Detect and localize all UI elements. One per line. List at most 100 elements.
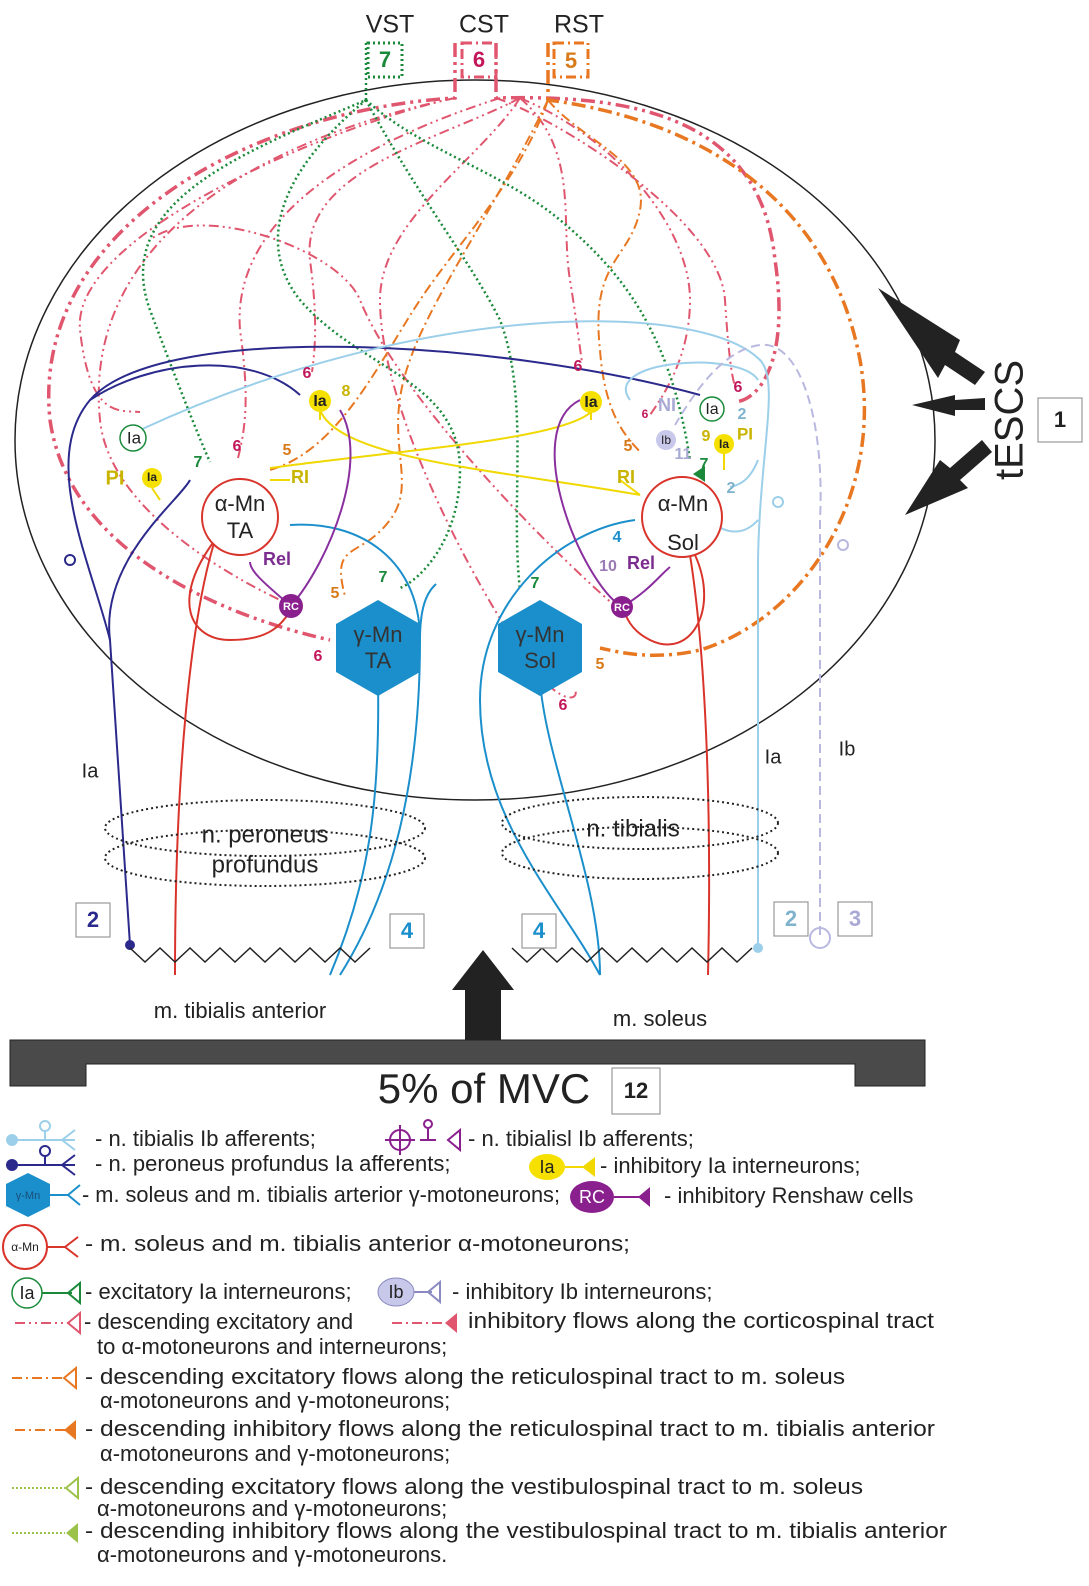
shape-circle xyxy=(125,940,135,950)
neuron-label: Sol xyxy=(667,530,699,555)
pathway-mot xyxy=(689,554,711,976)
label: 4 xyxy=(613,529,622,546)
pathway-iata xyxy=(67,345,701,946)
shape-polygon xyxy=(426,1279,441,1305)
pathway-yel xyxy=(319,410,592,420)
shape-ellipse xyxy=(104,799,426,857)
spinal-cord xyxy=(14,79,936,801)
legend-text: α-motoneurons and γ-motoneurons; xyxy=(97,1496,447,1521)
label: 6 xyxy=(314,648,323,665)
shape-polygon xyxy=(582,1157,595,1177)
shape-circle xyxy=(119,424,147,452)
afferent-label: Ia xyxy=(765,746,783,768)
label: NI xyxy=(658,395,676,415)
platform xyxy=(9,1039,926,1087)
legend-text: - descending excitatory and xyxy=(84,1309,353,1334)
shape-circle xyxy=(580,391,602,413)
shape-circle xyxy=(772,496,784,508)
label: PI xyxy=(106,467,125,489)
pathway-box xyxy=(773,901,809,937)
box-number: 12 xyxy=(624,1078,648,1103)
legend-text: - n. tibialisl Ib afferents; xyxy=(468,1126,694,1151)
pathway-mot xyxy=(188,539,291,642)
label: 2 xyxy=(727,480,736,497)
label: 6 xyxy=(734,379,743,396)
afferent-label: Ib xyxy=(839,738,856,760)
label: 10 xyxy=(599,558,617,575)
tract-box xyxy=(366,41,404,79)
box-number: 1 xyxy=(1054,407,1066,432)
label: 5 xyxy=(596,656,605,673)
tract-number: 5 xyxy=(565,48,577,73)
tract-name: RST xyxy=(554,11,604,39)
tract-name: VST xyxy=(366,11,415,39)
pathway-cst xyxy=(495,97,736,386)
load-arrow xyxy=(452,950,514,1040)
shape-polygon xyxy=(912,395,985,416)
shape-polyline xyxy=(60,1154,76,1176)
pathway-box xyxy=(389,913,425,949)
legend-icon-label: Ia xyxy=(539,1157,555,1177)
afferent-label: Ia xyxy=(82,760,100,782)
pathway-cstb xyxy=(494,43,781,404)
neuron-label: α-Mn xyxy=(658,491,709,516)
neuron-label: γ-Mn xyxy=(354,622,403,647)
shape-ellipse xyxy=(529,1154,565,1180)
tract-box xyxy=(552,41,590,79)
pathway-yel xyxy=(151,487,161,501)
shape-polygon xyxy=(446,1127,461,1153)
label: 8 xyxy=(342,383,351,400)
legend-text: - descending inhibitory flows along the … xyxy=(85,1518,947,1543)
box-number: 2 xyxy=(87,907,99,932)
legend-text: - inhibitory Ib interneurons; xyxy=(452,1279,712,1304)
shape-polyline xyxy=(66,1184,81,1206)
label: 6 xyxy=(303,365,312,382)
shape-circle xyxy=(837,539,849,551)
legend-text: - m. soleus and m. tibialis arterior γ-m… xyxy=(82,1182,560,1207)
label: RC xyxy=(283,601,299,613)
label: RI xyxy=(291,467,309,487)
shape-polyline xyxy=(63,1236,79,1258)
pathway-cst xyxy=(78,97,456,413)
tract-name: CST xyxy=(459,11,509,39)
neuron-label: TA xyxy=(365,648,392,673)
shape-circle xyxy=(279,594,303,618)
nerve-cylinders xyxy=(104,796,779,887)
shape-polygon xyxy=(878,288,985,385)
legend-icon-label: RC xyxy=(579,1187,605,1207)
label: 11 xyxy=(675,446,692,463)
neuron-label: γ-Mn xyxy=(516,622,565,647)
pathway-rst xyxy=(269,99,549,471)
legend-text: - n. tibialis Ib afferents; xyxy=(95,1126,316,1151)
label: Ia xyxy=(313,393,326,410)
shape-circle xyxy=(809,927,831,949)
legend-text: - m. soleus and m. tibialis anterior α-m… xyxy=(85,1231,630,1256)
alpha-mn-sol xyxy=(641,476,723,558)
legend-text: - excitatory Ia interneurons; xyxy=(85,1279,352,1304)
pathway-yel xyxy=(319,409,641,496)
shape-polygon xyxy=(445,1313,457,1333)
shape-polygon xyxy=(693,466,705,482)
label: Ia xyxy=(584,394,597,411)
alpha-mn-ta xyxy=(201,478,279,556)
legend-text: α-motoneurons and γ-motoneurons. xyxy=(97,1542,447,1567)
pathway-iasol xyxy=(139,320,770,945)
label: 6 xyxy=(642,407,649,421)
shape-circle xyxy=(699,396,725,422)
shape-circle xyxy=(423,1119,433,1129)
label: 7 xyxy=(379,569,388,586)
shape-circle xyxy=(39,1120,51,1132)
tract-box xyxy=(460,41,498,79)
neuron-label: α-Mn xyxy=(215,491,266,516)
stimulation-arrows xyxy=(878,288,992,515)
label: 7 xyxy=(194,454,203,471)
shape-ellipse xyxy=(501,826,779,880)
pathway-ib xyxy=(674,343,822,935)
label: RI xyxy=(617,467,635,487)
shape-circle xyxy=(64,554,76,566)
pathway-iasol xyxy=(625,361,759,401)
pathway-mot xyxy=(174,539,216,976)
pathway-rst xyxy=(547,99,642,453)
